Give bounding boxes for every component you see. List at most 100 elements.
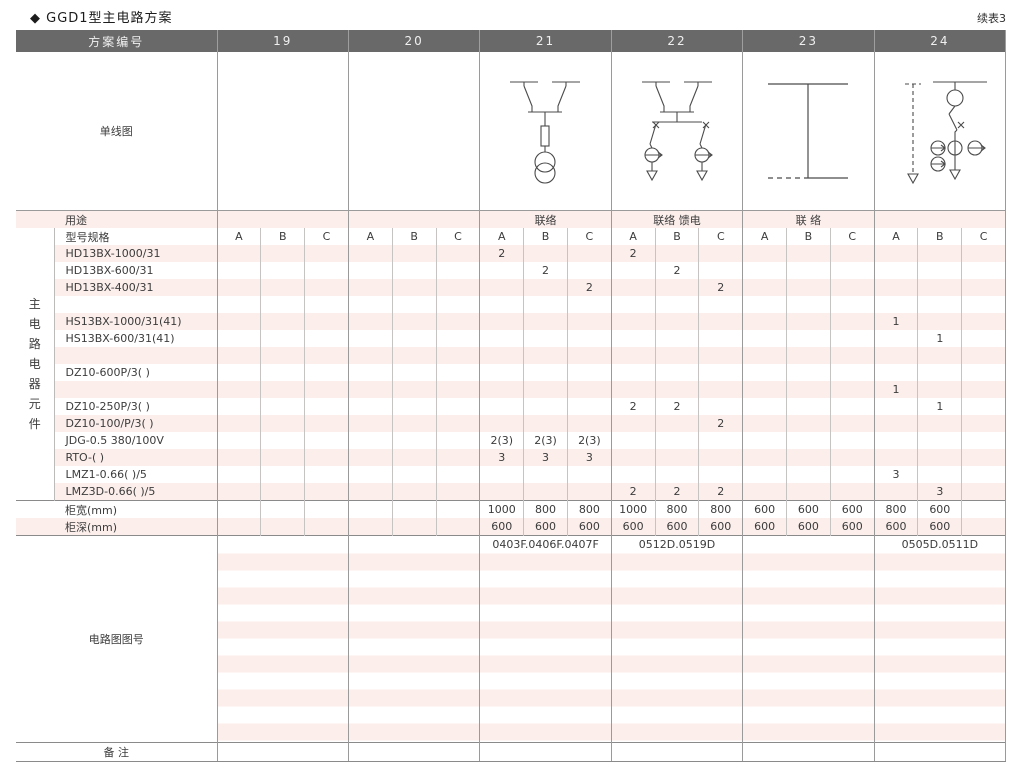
cabinet-width-cell: 600 <box>917 500 963 518</box>
component-row: RTO-( ) 3 3 3 <box>16 449 1007 466</box>
quantity-cell: 2 <box>611 398 656 415</box>
quantity-cell <box>260 415 306 432</box>
quantity-cell <box>479 347 525 364</box>
quantity-cell <box>479 381 525 398</box>
quantity-cell <box>348 313 393 330</box>
quantity-cell <box>217 313 262 330</box>
quantity-cell <box>392 381 437 398</box>
quantity-cell <box>392 296 437 313</box>
quantity-cell <box>874 483 919 501</box>
quantity-cell <box>786 330 831 347</box>
quantity-cell: 1 <box>917 398 963 415</box>
quantity-cell <box>567 296 612 313</box>
subcolumn-header: C <box>961 228 1007 245</box>
quantity-cell <box>961 415 1007 432</box>
quantity-cell <box>786 415 831 432</box>
subcolumn-header: C <box>567 228 612 245</box>
quantity-cell <box>874 279 919 296</box>
cabinet-depth-label: 柜深(mm) <box>16 518 218 536</box>
quantity-cell <box>567 347 612 364</box>
subcolumn-header: B <box>260 228 306 245</box>
quantity-cell <box>874 330 919 347</box>
cabinet-width-cell <box>260 500 306 518</box>
quantity-cell <box>742 245 787 262</box>
diagram-row-label: 单线图 <box>16 52 218 211</box>
cabinet-depth-cell: 600 <box>742 518 787 536</box>
cabinet-depth-cell: 600 <box>611 518 656 536</box>
quantity-cell <box>611 262 656 279</box>
header-col-19: 19 <box>217 30 349 52</box>
quantity-cell <box>874 398 919 415</box>
subcolumn-header: C <box>304 228 349 245</box>
quantity-cell <box>523 483 568 501</box>
quantity-cell <box>260 449 306 466</box>
quantity-cell <box>698 432 744 449</box>
subcolumn-header: A <box>874 228 919 245</box>
quantity-cell <box>742 466 787 483</box>
spec-row-label: 型号规格 <box>54 228 218 245</box>
quantity-cell <box>567 262 612 279</box>
quantity-cell <box>742 347 787 364</box>
quantity-cell <box>655 347 700 364</box>
diagram-cell-23 <box>742 52 875 211</box>
quantity-cell <box>479 262 525 279</box>
component-row: LMZ3D-0.66( )/5 2 2 2 3 <box>16 483 1007 501</box>
quantity-cell: 2(3) <box>479 432 525 449</box>
quantity-cell <box>260 347 306 364</box>
subcolumn-header: A <box>611 228 656 245</box>
cabinet-width-cell <box>348 500 393 518</box>
quantity-cell <box>260 381 306 398</box>
quantity-cell <box>479 415 525 432</box>
single-line-diagram-22-icon <box>641 81 713 182</box>
quantity-cell <box>479 330 525 347</box>
quantity-cell <box>392 432 437 449</box>
quantity-cell <box>655 415 700 432</box>
quantity-cell <box>786 296 831 313</box>
cabinet-depth-cell <box>217 518 262 536</box>
quantity-cell <box>698 330 744 347</box>
cabinet-depth-cell: 600 <box>917 518 963 536</box>
cabinet-width-cell: 600 <box>742 500 787 518</box>
quantity-cell <box>786 262 831 279</box>
quantity-cell <box>348 483 393 501</box>
quantity-cell <box>260 279 306 296</box>
quantity-cell <box>304 262 349 279</box>
header-scheme-label: 方案编号 <box>16 30 218 52</box>
quantity-cell <box>742 381 787 398</box>
quantity-cell <box>523 364 568 381</box>
quantity-cell <box>742 262 787 279</box>
quantity-cell: 2 <box>698 415 744 432</box>
quantity-cell <box>392 313 437 330</box>
quantity-cell: 2 <box>611 483 656 501</box>
quantity-cell <box>830 245 875 262</box>
component-label <box>54 296 218 313</box>
cabinet-width-cell: 600 <box>830 500 875 518</box>
sidebar-char: 路 <box>28 337 41 351</box>
drawing-section-label: 电路图图号 <box>16 535 218 743</box>
quantity-cell <box>874 432 919 449</box>
quantity-cell <box>698 262 744 279</box>
quantity-cell <box>523 415 568 432</box>
quantity-cell <box>961 364 1007 381</box>
sidebar-char: 主 <box>28 297 41 311</box>
component-row: DZ10-100/P/3( ) 2 <box>16 415 1007 432</box>
component-label: HD13BX-400/31 <box>54 279 218 296</box>
quantity-cell <box>961 432 1007 449</box>
quantity-cell <box>348 245 393 262</box>
drawing-number-19 <box>217 535 349 743</box>
diagram-cell-24 <box>874 52 1007 211</box>
quantity-cell <box>698 313 744 330</box>
quantity-cell: 2 <box>611 245 656 262</box>
quantity-cell <box>436 398 481 415</box>
quantity-cell <box>611 347 656 364</box>
quantity-cell <box>786 245 831 262</box>
cabinet-width-cell <box>392 500 437 518</box>
sidebar-char: 元 <box>28 397 41 411</box>
quantity-cell <box>436 483 481 501</box>
subcolumn-header: A <box>479 228 525 245</box>
quantity-cell <box>523 313 568 330</box>
quantity-cell <box>961 245 1007 262</box>
quantity-cell <box>961 449 1007 466</box>
quantity-cell <box>830 381 875 398</box>
remarks-cell-23 <box>742 742 875 762</box>
